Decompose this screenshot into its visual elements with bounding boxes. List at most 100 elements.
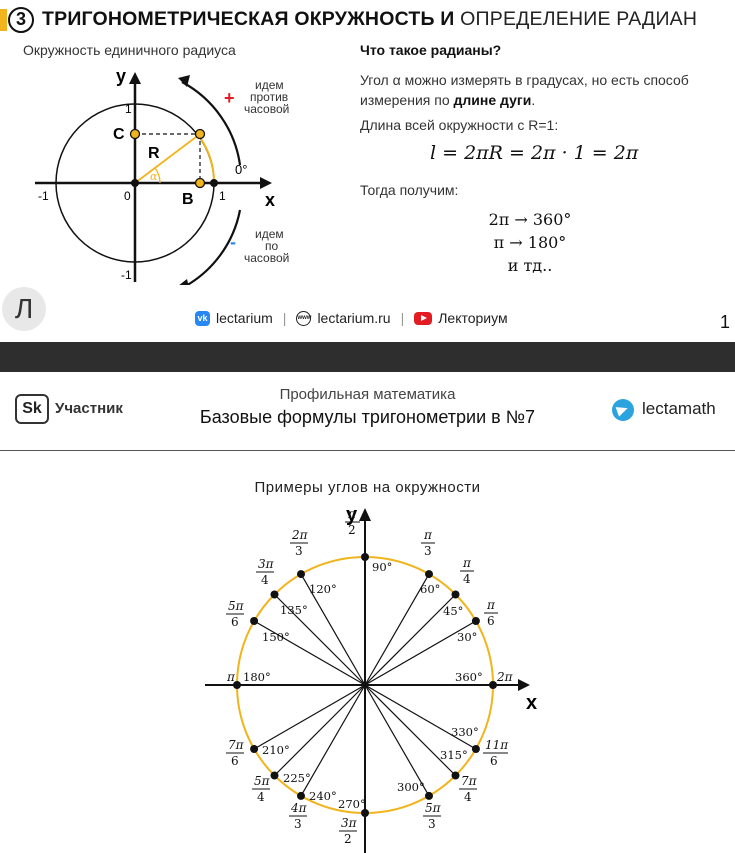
label-minus1-bottom: -1 — [121, 268, 132, 282]
unit-circle-caption: Окружность единичного радиуса — [23, 42, 236, 58]
svg-text:3: 3 — [424, 544, 432, 558]
angles-circle-diagram: x y — [205, 504, 537, 853]
slide-angle-examples: Sk Участник Профильная математика Базовы… — [0, 372, 735, 853]
svg-text:90°: 90° — [372, 560, 392, 574]
svg-text:3π: 3π — [341, 816, 358, 830]
svg-text:3: 3 — [294, 817, 302, 831]
conversion-pi: π → 180° — [493, 233, 567, 252]
vk-icon: vk — [195, 310, 210, 326]
svg-text:4: 4 — [257, 790, 265, 804]
x-label: x — [265, 190, 275, 210]
svg-text:π: π — [462, 556, 472, 570]
point-c — [129, 128, 141, 140]
svg-text:π: π — [226, 670, 236, 684]
circumference-text: Длина всей окружности с R=1: — [360, 117, 559, 133]
svg-text:6: 6 — [231, 615, 239, 629]
svg-text:2: 2 — [348, 523, 356, 537]
svg-text:3: 3 — [295, 544, 303, 558]
svg-text:30°: 30° — [457, 630, 477, 644]
label-zero: 0 — [124, 189, 131, 203]
svg-text:4: 4 — [463, 572, 471, 586]
svg-text:π: π — [423, 528, 433, 542]
y-axis-arrow — [129, 72, 141, 84]
alpha-arc — [154, 167, 161, 184]
label-1-right: 1 — [219, 189, 226, 203]
svg-text:5π: 5π — [254, 774, 271, 788]
x-axis-arrow — [260, 177, 272, 189]
ccw-text-1: идем — [255, 78, 284, 92]
unit-circle-diagram: y x 1 -1 -1 1 0 C B R α 0° + идем против… — [35, 66, 289, 285]
then-text: Тогда получим: — [360, 182, 459, 198]
svg-text:180°: 180° — [243, 670, 271, 684]
svg-text:2π: 2π — [291, 528, 309, 542]
vk-link[interactable]: lectarium — [216, 310, 273, 326]
circumference-formula: l = 2πR = 2π · 1 = 2π — [430, 142, 639, 164]
svg-text:6: 6 — [487, 614, 495, 628]
youtube-icon — [414, 311, 433, 325]
svg-text:135°: 135° — [280, 603, 308, 617]
plus-sign: + — [224, 88, 235, 108]
svg-text:6: 6 — [231, 754, 239, 768]
point-b — [194, 177, 206, 189]
svg-text:300°: 300° — [397, 780, 425, 794]
svg-text:240°: 240° — [309, 789, 337, 803]
svg-text:6: 6 — [490, 754, 498, 768]
svg-text:225°: 225° — [283, 771, 311, 785]
ccw-arrow-head — [178, 75, 190, 87]
label-alpha: α — [150, 170, 158, 183]
cw-text-2: по — [265, 239, 278, 253]
radian-labels: π 2 2π 3 π 3 π 4 π 6 3π 4 5π 6 π 2π 7π 6 5π 4 4π 3… — [226, 507, 514, 846]
site-link[interactable]: lectarium.ru — [317, 310, 391, 326]
label-1-top: 1 — [125, 102, 132, 116]
ccw-text-3: часовой — [244, 102, 289, 116]
radians-explanation: Угол α можно измерять в градусах, но ест… — [360, 72, 689, 108]
page-number: 1 — [720, 312, 731, 332]
slide-radian-definition: 3 ТРИГОНОМЕТРИЧЕСКАЯ ОКРУЖНОСТЬ И ОПРЕДЕ… — [0, 0, 735, 342]
label-c: C — [113, 126, 125, 143]
lesson-title: Базовые формулы тригонометрии в №7 — [199, 407, 536, 427]
svg-text:5π: 5π — [228, 599, 245, 613]
slide-title: ТРИГОНОМЕТРИЧЕСКАЯ ОКРУЖНОСТЬ И ОПРЕДЕЛЕ… — [42, 8, 698, 30]
slide-separator — [0, 342, 735, 372]
cw-text-3: часовой — [244, 251, 289, 265]
telegram-icon — [612, 399, 634, 421]
label-r: R — [148, 145, 160, 162]
conversion-list: 2π → 360° π → 180° и тд.. — [470, 208, 590, 277]
sk-badge: Sk — [15, 394, 49, 424]
ccw-text-2: против — [250, 90, 288, 104]
heading-accent-bar — [0, 9, 7, 31]
svg-text:330°: 330° — [451, 725, 479, 739]
footer-links: vk lectarium | www lectarium.ru | Лектор… — [195, 310, 508, 326]
point-one — [210, 179, 218, 187]
svg-text:2π: 2π — [496, 670, 514, 684]
svg-text:4π: 4π — [290, 801, 308, 815]
sk-label: Участник — [55, 400, 123, 417]
telegram-link[interactable]: lectamath — [642, 399, 716, 418]
minus-sign: - — [230, 232, 236, 252]
cw-arrow — [185, 209, 242, 285]
cw-text-1: идем — [255, 227, 284, 241]
svg-text:210°: 210° — [262, 743, 290, 757]
avatar: Л — [2, 287, 46, 331]
svg-text:120°: 120° — [309, 582, 337, 596]
footer-separator: | — [400, 310, 405, 326]
svg-text:3: 3 — [428, 817, 436, 831]
label-zero-deg: 0° — [235, 162, 247, 177]
degree-labels: 90° 60° 45° 30° 360° 120° 135° 150° 180°… — [243, 560, 483, 811]
svg-text:315°: 315° — [440, 748, 468, 762]
examples-title: Примеры углов на окружности — [254, 479, 481, 496]
svg-text:360°: 360° — [455, 670, 483, 684]
radius-lines — [253, 573, 477, 797]
course-title: Профильная математика — [279, 386, 456, 403]
svg-text:150°: 150° — [262, 630, 290, 644]
origin-point — [131, 179, 139, 187]
axis-y-label: y — [346, 504, 358, 526]
ccw-arrow — [181, 81, 242, 166]
www-icon: www — [296, 310, 311, 326]
axis-x-label: x — [526, 692, 537, 714]
svg-text:7π: 7π — [461, 774, 478, 788]
y-axis-arrow — [359, 508, 371, 521]
svg-text:π: π — [347, 507, 357, 521]
svg-text:60°: 60° — [420, 582, 440, 596]
youtube-link[interactable]: Лекториум — [438, 310, 508, 326]
